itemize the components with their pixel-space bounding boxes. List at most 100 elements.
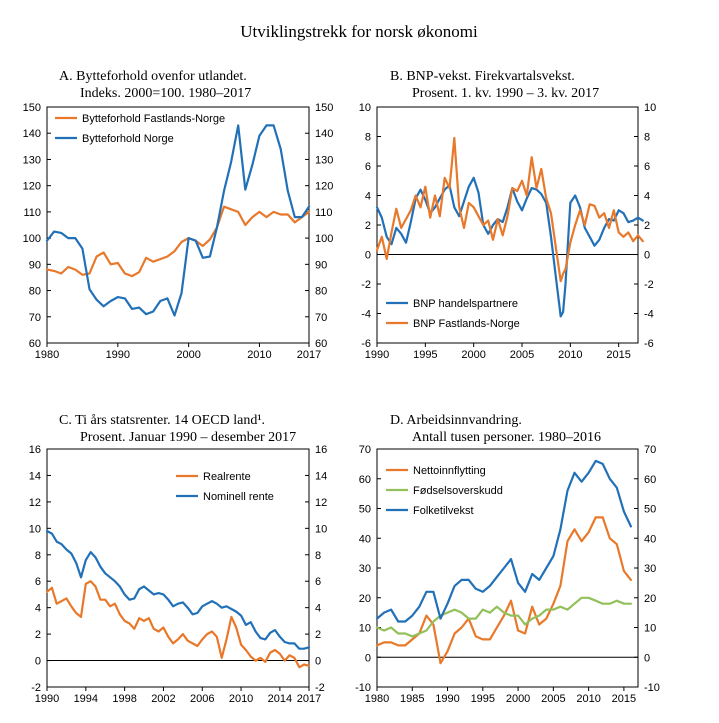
panel-b: B. BNP-vekst. Firekvartalsvekst. Prosent…: [359, 69, 657, 361]
y-tick-label-left: 60: [29, 338, 41, 350]
y-tick-label-right: 80: [315, 286, 327, 298]
y-tick-label-left: -10: [355, 682, 371, 694]
series-line-2: [375, 459, 633, 623]
y-tick-label-right: 14: [315, 470, 327, 482]
series-line-1: [375, 136, 644, 283]
y-tick-label-right: 140: [315, 128, 333, 140]
y-tick-label-right: 30: [644, 563, 656, 575]
y-tick-label-right: 40: [644, 533, 656, 545]
x-tick-label: 1980: [365, 693, 389, 705]
panel-d-title-line2: Antall tusen personer. 1980–2016: [412, 430, 601, 445]
y-tick-label-right: 4: [315, 603, 321, 615]
y-tick-label-left: 70: [29, 312, 41, 324]
panel-d: D. Arbeidsinnvandring. Antall tusen pers…: [355, 413, 660, 705]
y-tick-label-right: 60: [644, 474, 656, 486]
y-tick-label-left: 140: [23, 128, 41, 140]
legend-label-0: Nettoinnflytting: [413, 465, 486, 477]
y-tick-label-left: 60: [359, 474, 371, 486]
x-tick-label: 1994: [74, 693, 98, 705]
panel-c-title-line2: Prosent. Januar 1990 – desember 2017: [80, 430, 296, 445]
y-tick-label-left: 4: [35, 603, 41, 615]
y-tick-label-left: 100: [23, 233, 41, 245]
panel-c-plot: -2 -2 0 0 2 2 4 4 6 6 8 8 10 10 12 12 14 14 16 16 1990 1994 19…: [29, 444, 328, 705]
legend-label-1: Bytteforhold Norge: [82, 133, 174, 145]
panel-a-title-line2: Indeks. 2000=100. 1980–2017: [80, 86, 251, 101]
y-tick-label-right: 130: [315, 154, 333, 166]
y-tick-label-left: 6: [365, 161, 371, 173]
y-tick-label-right: 6: [644, 161, 650, 173]
y-tick-label-right: 110: [315, 207, 333, 219]
x-tick-label: 1990: [106, 349, 130, 361]
x-tick-label: 1995: [471, 693, 495, 705]
y-tick-label-left: 6: [35, 576, 41, 588]
x-tick-label: 2014: [268, 693, 292, 705]
y-tick-label-left: 130: [23, 154, 41, 166]
plot-frame: [46, 448, 310, 688]
panel-d-plot: -10 -10 0 0 10 10 20 20 30 30 40 40 50 50 60 60 70 70 1980…: [355, 444, 660, 705]
y-tick-label-right: 8: [644, 132, 650, 144]
x-tick-label: 2015: [612, 693, 636, 705]
x-tick-label: 1990: [435, 693, 459, 705]
x-tick-label: 1990: [35, 693, 59, 705]
legend-label-0: BNP handelspartnere: [413, 298, 518, 310]
panel-a-title-line1: A. Bytteforhold ovenfor utlandet.: [59, 69, 247, 84]
y-tick-label-right: 90: [315, 259, 327, 271]
y-tick-label-left: 4: [365, 191, 371, 203]
x-tick-label: 1998: [112, 693, 136, 705]
panel-b-title-line1: B. BNP-vekst. Firekvartalsvekst.: [390, 69, 575, 84]
y-tick-label-right: -10: [644, 682, 660, 694]
series-line-0: [375, 516, 633, 665]
y-tick-label-left: 0: [35, 656, 41, 668]
y-tick-label-left: -4: [361, 309, 371, 321]
y-tick-label-left: 2: [365, 220, 371, 232]
y-tick-label-right: 20: [644, 593, 656, 605]
y-tick-label-right: 4: [644, 191, 650, 203]
y-tick-label-left: 20: [359, 593, 371, 605]
legend-label-1: BNP Fastlands-Norge: [413, 318, 520, 330]
x-tick-label: 2017: [297, 693, 321, 705]
x-tick-label: 2017: [297, 349, 321, 361]
panel-b-plot: -6 -6 -4 -4 -2 -2 0 0 2 2 4 4 6 6 8 8 10 10 1990 1995 2000 20…: [359, 102, 657, 361]
x-tick-label: 2000: [506, 693, 530, 705]
series-line-1: [375, 596, 633, 638]
y-tick-label-right: 8: [315, 550, 321, 562]
y-tick-label-right: -6: [644, 338, 654, 350]
y-tick-label-left: 110: [23, 207, 41, 219]
y-tick-label-left: 50: [359, 504, 371, 516]
y-tick-label-left: 0: [365, 652, 371, 664]
x-tick-label: 2000: [461, 349, 485, 361]
y-tick-label-right: -4: [644, 309, 654, 321]
x-tick-label: 2002: [151, 693, 175, 705]
panel-b-title-line2: Prosent. 1. kv. 1990 – 3. kv. 2017: [412, 86, 599, 101]
y-tick-label-left: 40: [359, 533, 371, 545]
y-tick-label-left: 30: [359, 563, 371, 575]
y-tick-label-left: 90: [29, 259, 41, 271]
y-tick-label-right: 70: [644, 444, 656, 456]
x-tick-label: 2005: [510, 349, 534, 361]
y-tick-label-left: -2: [31, 682, 41, 694]
x-tick-label: 1985: [400, 693, 424, 705]
y-tick-label-right: 60: [315, 338, 327, 350]
panel-a: A. Bytteforhold ovenfor utlandet. Indeks…: [23, 69, 334, 361]
y-tick-label-left: 8: [365, 132, 371, 144]
y-tick-label-right: 0: [644, 250, 650, 262]
y-tick-label-left: 12: [29, 497, 41, 509]
panel-d-title-line1: D. Arbeidsinnvandring.: [390, 413, 522, 428]
y-tick-label-right: 70: [315, 312, 327, 324]
y-tick-label-left: 16: [29, 444, 41, 456]
x-tick-label: 2015: [606, 349, 630, 361]
panel-a-plot: 60 60 70 70 80 80 90 90 100 100 110 110 120 120 130 130…: [23, 102, 334, 361]
x-tick-label: 1990: [365, 349, 389, 361]
series-line-0: [45, 205, 311, 278]
x-tick-label: 1980: [35, 349, 59, 361]
y-tick-label-right: 10: [644, 623, 656, 635]
y-tick-label-right: 2: [644, 220, 650, 232]
y-tick-label-left: 0: [365, 250, 371, 262]
y-tick-label-left: 10: [359, 102, 371, 114]
y-tick-label-left: 2: [35, 629, 41, 641]
x-tick-label: 2010: [576, 693, 600, 705]
y-tick-label-right: 12: [315, 497, 327, 509]
y-tick-label-left: 10: [29, 523, 41, 535]
y-tick-label-left: 80: [29, 286, 41, 298]
